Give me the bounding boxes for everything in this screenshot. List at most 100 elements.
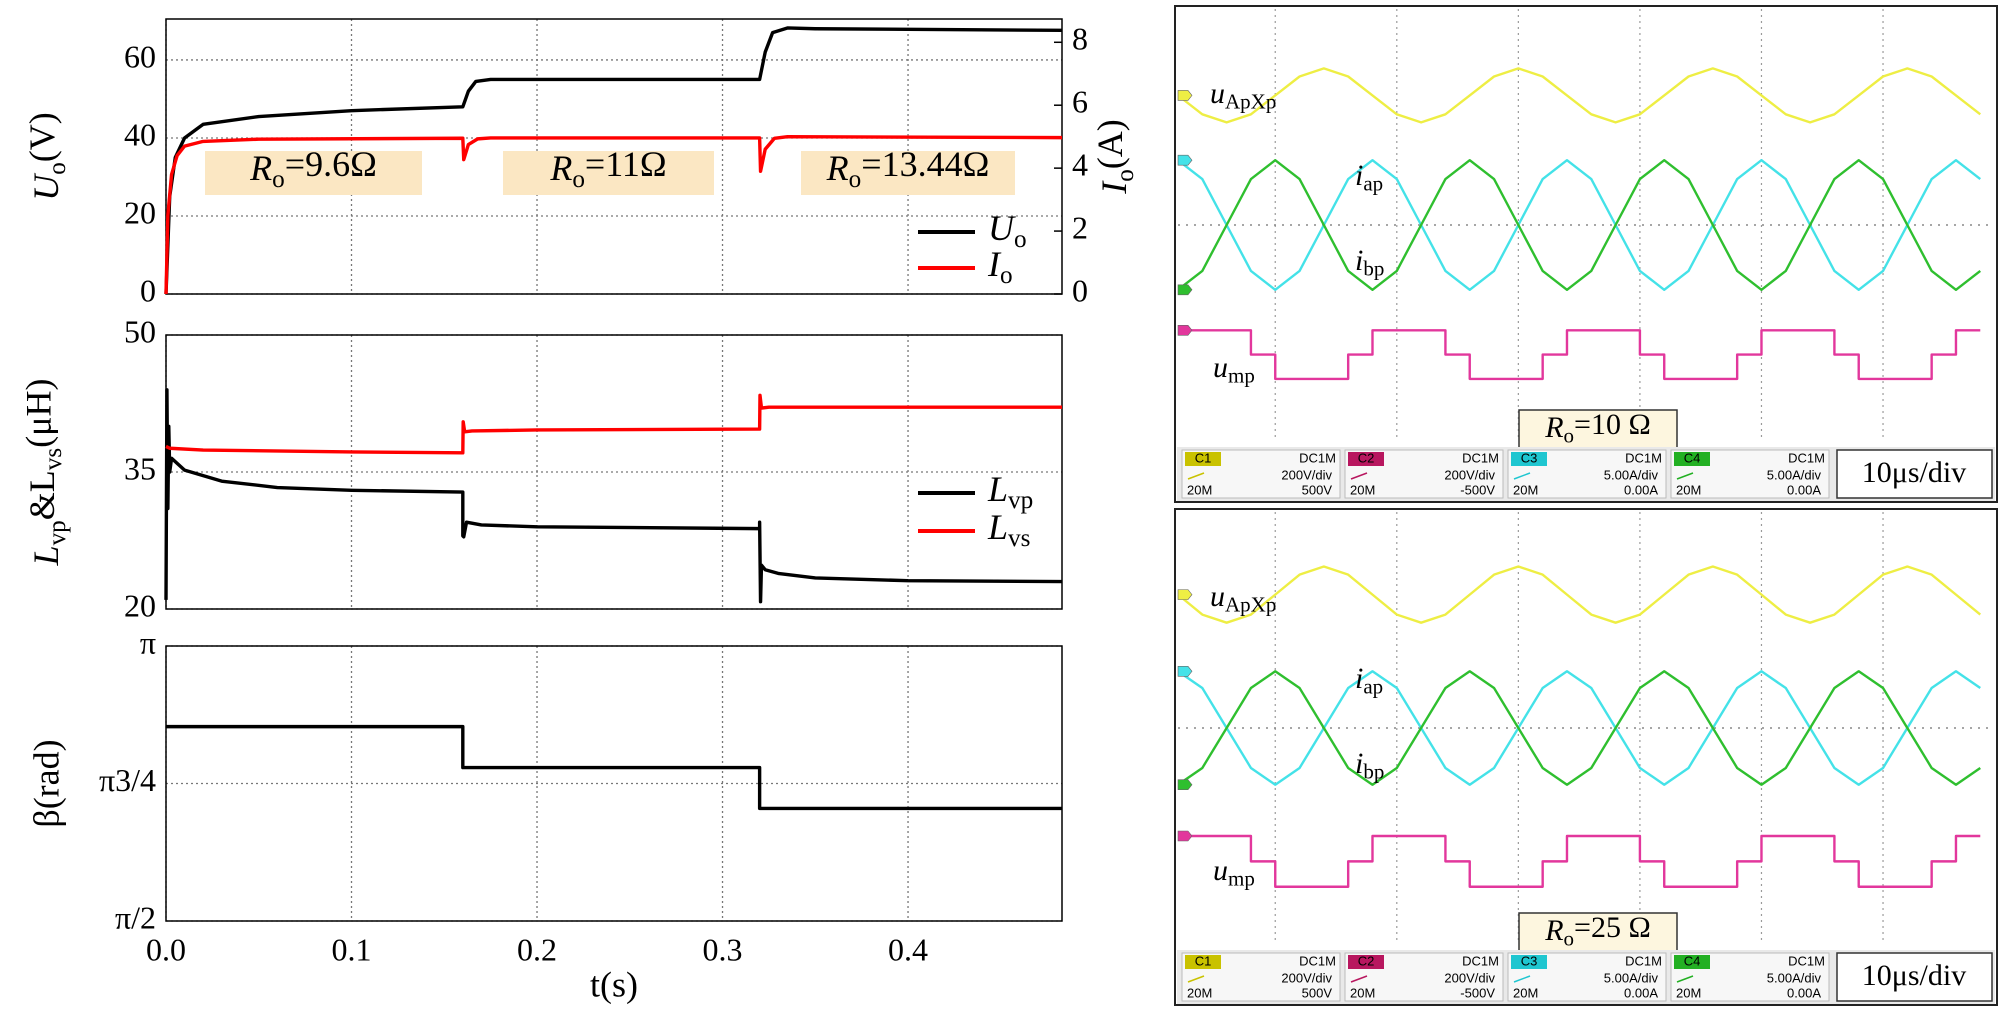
y2-tick-label: 8: [1072, 21, 1088, 57]
channel-scale: 200V/div: [1444, 467, 1495, 482]
channel-bandwidth: 20M: [1676, 985, 1701, 1000]
annotation: Ro=11Ω: [549, 144, 666, 192]
text-part: bp: [1363, 759, 1384, 783]
trace-label: ibp: [1355, 747, 1384, 783]
channel-offset: 0.00A: [1624, 482, 1658, 497]
plot-frame: [165, 18, 1063, 295]
annotation-box: [1518, 912, 1678, 954]
text-part: &L: [22, 470, 62, 520]
text-part: i: [1355, 747, 1363, 780]
channel-name: C3: [1521, 953, 1538, 968]
text-part: R: [826, 148, 849, 188]
channel-bandwidth: 20M: [1187, 482, 1212, 497]
channel-offset: 500V: [1302, 985, 1333, 1000]
text-part: o: [1112, 169, 1139, 182]
trace-label: iap: [1355, 159, 1383, 195]
series-line: [1178, 670, 1981, 786]
text-part: i: [1355, 159, 1363, 192]
channel-name: C2: [1358, 450, 1375, 465]
channel-scale: 5.00A/div: [1767, 970, 1822, 985]
channel-icon: [1513, 975, 1531, 983]
y-tick-label: 20: [124, 587, 156, 623]
series-line: [165, 393, 1062, 455]
channel-name: C4: [1684, 953, 1701, 968]
y2-axis-label: Io(A): [1090, 119, 1138, 195]
channel-icon: [1350, 975, 1368, 983]
channel-icon: [1187, 472, 1205, 480]
channel-marker: [1177, 90, 1193, 101]
channel-coupling: DC1M: [1625, 953, 1662, 968]
channel-marker: [1177, 325, 1193, 336]
trace-label: ibp: [1355, 244, 1384, 280]
channel-bandwidth: 20M: [1513, 985, 1538, 1000]
text-part: o: [44, 162, 71, 175]
y-tick-label: 60: [124, 38, 156, 74]
x-tick-label: 0.4: [888, 931, 928, 967]
text-part: o: [1014, 226, 1027, 253]
series-line: [164, 134, 1063, 295]
y2-tick-label: 0: [1072, 272, 1088, 308]
x-axis-label: t(s): [590, 964, 638, 1004]
text-part: R: [249, 148, 272, 188]
channel-bandwidth: 20M: [1187, 985, 1212, 1000]
legend-label: Lvs: [987, 507, 1030, 551]
trace-label: uApXp: [1210, 580, 1276, 616]
legend-label: Lvp: [987, 469, 1033, 513]
text-part: U: [26, 173, 66, 201]
channel-marker: [1177, 666, 1193, 677]
y-tick-label: 20: [124, 194, 156, 230]
annotation-box: [205, 151, 422, 195]
text-part: vs: [40, 448, 67, 470]
text-part: (μH): [19, 379, 59, 448]
y-tick-label: 40: [124, 116, 156, 152]
text-part: =25 Ω: [1574, 911, 1651, 944]
channel-coupling: DC1M: [1625, 450, 1662, 465]
channel-icon: [1676, 472, 1694, 480]
text-part: u: [1210, 580, 1225, 613]
x-tick-label: 0.0: [146, 931, 186, 967]
channel-scale: 200V/div: [1444, 970, 1495, 985]
y-tick-label: π/2: [115, 899, 156, 935]
channel-scale: 200V/div: [1281, 970, 1332, 985]
trace-label: iap: [1355, 662, 1383, 698]
timebase: 10μs/div: [1862, 456, 1966, 489]
trace-label: ump: [1213, 351, 1255, 387]
channel-tag: [1674, 452, 1710, 466]
channel-offset: 0.00A: [1624, 985, 1658, 1000]
channel-name: C2: [1358, 953, 1375, 968]
annotation: Ro=9.6Ω: [249, 144, 377, 192]
y2-tick-label: 2: [1072, 209, 1088, 245]
y-axis-label: Lvp&Lvs(μH): [19, 379, 71, 567]
channel-bandwidth: 20M: [1513, 482, 1538, 497]
channel-name: C3: [1521, 450, 1538, 465]
text-part: R: [1544, 411, 1563, 444]
text-part: o: [572, 166, 585, 193]
text-part: =9.6Ω: [285, 144, 377, 184]
text-part: I: [987, 244, 1002, 284]
text-part: o: [1564, 423, 1575, 447]
annotation: Ro=13.44Ω: [826, 144, 990, 192]
y-tick-label: π3/4: [99, 762, 156, 798]
channel-name: C1: [1195, 450, 1212, 465]
text-part: (A): [1090, 119, 1130, 169]
series-line: [1178, 67, 1982, 124]
series-line: [1178, 159, 1982, 291]
channel-tag: [1674, 955, 1710, 969]
plot-frame: [165, 645, 1063, 922]
text-part: ApXp: [1225, 89, 1276, 113]
channel-tag: [1511, 955, 1547, 969]
channel-offset: -500V: [1460, 482, 1495, 497]
series-line: [164, 26, 1063, 295]
series-line: [1178, 834, 1981, 888]
series-line: [1178, 565, 1982, 624]
text-part: ApXp: [1225, 592, 1276, 616]
text-part: u: [1210, 77, 1225, 110]
text-part: mp: [1228, 866, 1255, 890]
channel-name: C1: [1195, 953, 1212, 968]
text-part: =13.44Ω: [861, 144, 989, 184]
y2-tick-label: 4: [1072, 146, 1088, 182]
text-part: L: [987, 507, 1008, 547]
text-part: i: [1355, 244, 1363, 277]
channel-icon: [1676, 975, 1694, 983]
